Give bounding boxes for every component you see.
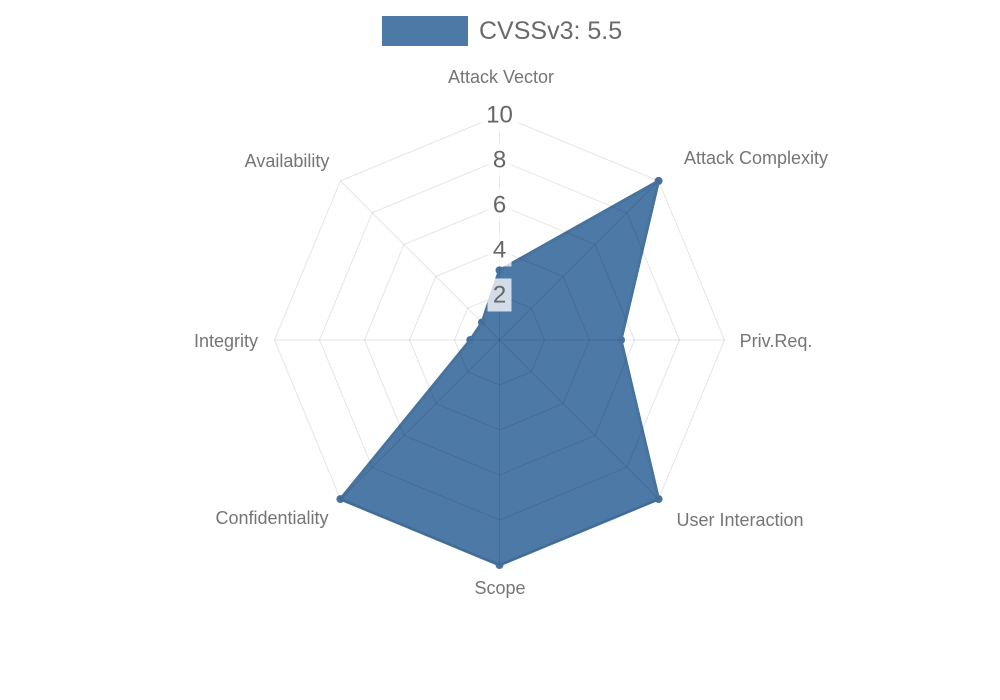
data-point-marker: [336, 495, 345, 504]
data-point-marker: [466, 336, 475, 344]
grid-ring: [318, 159, 681, 521]
tick-label: 6: [493, 192, 506, 219]
data-point-marker: [478, 318, 486, 327]
data-point-marker: [495, 266, 504, 275]
axis-label-attack-vector: Attack Vector: [448, 67, 554, 87]
tick-label: 10: [486, 102, 513, 129]
tick-label: 8: [493, 147, 506, 174]
grid-ring: [453, 294, 546, 386]
chart-legend: CVSSv3: 5.5: [382, 16, 622, 46]
legend-swatch: [382, 16, 468, 46]
grid-spoke: [340, 339, 500, 500]
data-point-marker: [617, 336, 625, 344]
grid-ring: [363, 204, 636, 476]
tick-backdrop: [487, 278, 512, 312]
legend-label: CVSSv3: 5.5: [479, 17, 623, 45]
tick-backdrop: [487, 188, 512, 222]
tick-label: 2: [493, 282, 506, 309]
axis-label-availability: Availability: [245, 151, 330, 171]
tick-backdrop: [480, 98, 519, 132]
axis-label-confidentiality: Confidentiality: [215, 508, 328, 528]
axis-label-priv-req: Priv.Req.: [740, 331, 813, 351]
data-point-marker: [654, 495, 663, 504]
grid-spoke: [499, 339, 659, 500]
axis-label-attack-complexity: Attack Complexity: [684, 148, 828, 168]
grid-spoke: [499, 180, 659, 341]
grid-spoke: [340, 180, 500, 341]
axis-label-scope: Scope: [474, 578, 525, 598]
tick-label: 4: [493, 237, 506, 264]
grid-ring: [408, 249, 591, 431]
axis-label-user-interaction: User Interaction: [676, 510, 803, 530]
axis-label-integrity: Integrity: [194, 331, 258, 351]
data-point-marker: [495, 561, 504, 569]
tick-backdrop: [487, 143, 512, 177]
tick-backdrop: [487, 233, 512, 267]
grid-ring: [273, 114, 726, 566]
data-point-marker: [654, 176, 663, 185]
